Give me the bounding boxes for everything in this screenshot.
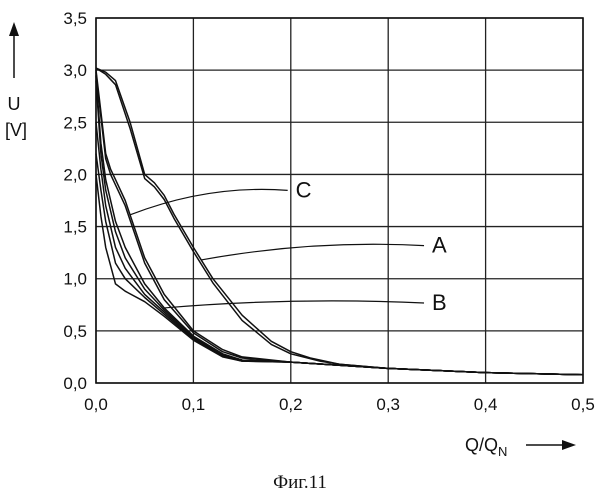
x-axis-arrow-head	[562, 440, 576, 450]
leader-line-A	[201, 244, 424, 260]
y-axis-label-line1: U	[8, 94, 21, 114]
x-tick-label: 0,2	[279, 395, 303, 414]
y-tick-label: 0,5	[63, 322, 87, 341]
series-line-7	[96, 154, 583, 375]
y-tick-label: 1,5	[63, 218, 87, 237]
grid	[96, 18, 583, 383]
y-tick-label: 0,0	[63, 374, 87, 393]
y-axis-label-line2: [V]	[5, 120, 27, 140]
figure-caption: Фиг.11	[0, 472, 600, 494]
y-tick-label: 1,0	[63, 270, 87, 289]
x-axis-label: Q/QN	[465, 435, 507, 459]
series-line-6	[96, 122, 583, 374]
y-tick-label: 3,0	[63, 61, 87, 80]
leader-line-B	[164, 301, 424, 308]
series-line-4	[96, 75, 583, 374]
series-line-3	[96, 72, 583, 375]
x-tick-label: 0,4	[474, 395, 498, 414]
curve-label-A: A	[432, 233, 447, 258]
chart: 0,0 0,1 0,2 0,3 0,4 0,5 0,0 0,5 1,0 1,5 2,0 2,5 3,0 3…	[0, 0, 600, 470]
x-tick-label: 0,5	[571, 395, 595, 414]
leader-line-C	[130, 189, 288, 214]
y-tick-label: 2,0	[63, 165, 87, 184]
curve-labels: A C B	[130, 177, 447, 315]
y-axis-arrow-head	[9, 22, 19, 36]
y-tick-label: 2,5	[63, 113, 87, 132]
plot-frame	[96, 18, 583, 383]
series-line-2	[96, 70, 583, 375]
series-lines	[96, 68, 583, 375]
y-tick-label: 3,5	[63, 9, 87, 28]
curve-label-B: B	[432, 290, 447, 315]
series-line-0	[96, 68, 583, 375]
curve-label-C: C	[296, 177, 312, 202]
x-tick-label: 0,0	[84, 395, 108, 414]
x-axis-label-subscript: N	[498, 444, 507, 459]
x-tick-label: 0,3	[376, 395, 400, 414]
series-line-1	[96, 68, 583, 375]
x-tick-label: 0,1	[182, 395, 206, 414]
